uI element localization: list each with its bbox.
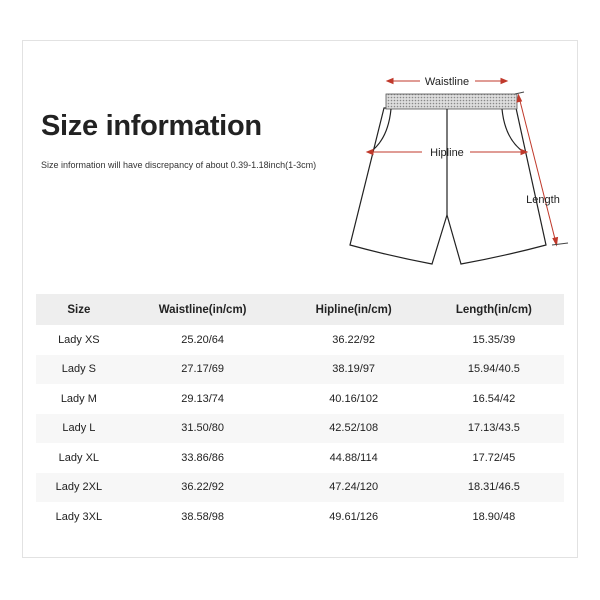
table-row: Lady XS 25.20/64 36.22/92 15.35/39 [36, 325, 564, 355]
waistline-label: Waistline [425, 76, 469, 88]
waistline-arrow [385, 77, 509, 85]
cell-length: 16.54/42 [472, 392, 516, 405]
cell-hipline: 49.61/126 [329, 510, 379, 523]
table-header-row: Size Waistline(in/cm) Hipline(in/cm) Len… [36, 294, 564, 325]
cell-waistline: 31.50/80 [121, 413, 284, 443]
table-row: Lady 3XL 38.58/98 49.61/126 18.90/48 [36, 502, 564, 532]
table-row: Lady 2XL 36.22/92 47.24/120 18.31/46.5 [36, 472, 564, 502]
cell-size: Lady 2XL [36, 472, 122, 502]
header-size: Size [36, 294, 122, 325]
cell-size: Lady S [36, 354, 122, 384]
cell-length: 15.35/39 [472, 333, 516, 346]
shorts-outline [349, 93, 547, 265]
header-waistline: Waistline(in/cm) [121, 294, 284, 325]
cell-waistline: 25.20/64 [181, 333, 225, 346]
cell-length: 18.90/48 [472, 510, 516, 523]
cell-hipline: 44.88/114 [329, 451, 378, 464]
table-row: Lady S 27.17/69 38.19/97 15.94/40.5 [36, 354, 564, 384]
length-arrow [514, 91, 569, 247]
cell-waistline: 36.22/92 [121, 472, 284, 502]
cell-length: 17.13/43.5 [423, 413, 564, 443]
cell-waistline: 29.13/74 [181, 392, 225, 405]
shorts-diagram: Waistline Hipline Length [349, 76, 569, 265]
size-table: Size Waistline(in/cm) Hipline(in/cm) Len… [36, 294, 564, 532]
cell-size: Lady 3XL [55, 510, 103, 523]
cell-length: 18.31/46.5 [423, 472, 564, 502]
table-row: Lady XL 33.86/86 44.88/114 17.72/45 [36, 443, 564, 473]
cell-length: 15.94/40.5 [423, 354, 564, 384]
hipline-label: Hipline [430, 147, 464, 159]
cell-hipline: 47.24/120 [283, 472, 424, 502]
cell-waistline: 27.17/69 [121, 354, 284, 384]
cell-waistline: 33.86/86 [181, 451, 225, 464]
cell-waistline: 38.58/98 [181, 510, 225, 523]
cell-size: Lady XL [58, 451, 100, 464]
hipline-arrow [365, 148, 529, 156]
size-note: Size information will have discrepancy o… [41, 160, 317, 170]
header-length: Length(in/cm) [423, 294, 564, 325]
cell-length: 17.72/45 [472, 451, 516, 464]
table-row: Lady L 31.50/80 42.52/108 17.13/43.5 [36, 413, 564, 443]
cell-size: Lady M [60, 392, 97, 405]
cell-hipline: 40.16/102 [329, 392, 379, 405]
table-row: Lady M 29.13/74 40.16/102 16.54/42 [36, 384, 564, 414]
cell-hipline: 36.22/92 [332, 333, 376, 346]
length-label: Length [526, 194, 560, 206]
page-title: Size information [41, 110, 262, 142]
cell-size: Lady L [36, 413, 122, 443]
size-chart-card [22, 40, 578, 558]
cell-size: Lady XS [58, 333, 100, 346]
cell-hipline: 42.52/108 [283, 413, 424, 443]
header-hipline: Hipline(in/cm) [283, 294, 424, 325]
cell-hipline: 38.19/97 [283, 354, 424, 384]
